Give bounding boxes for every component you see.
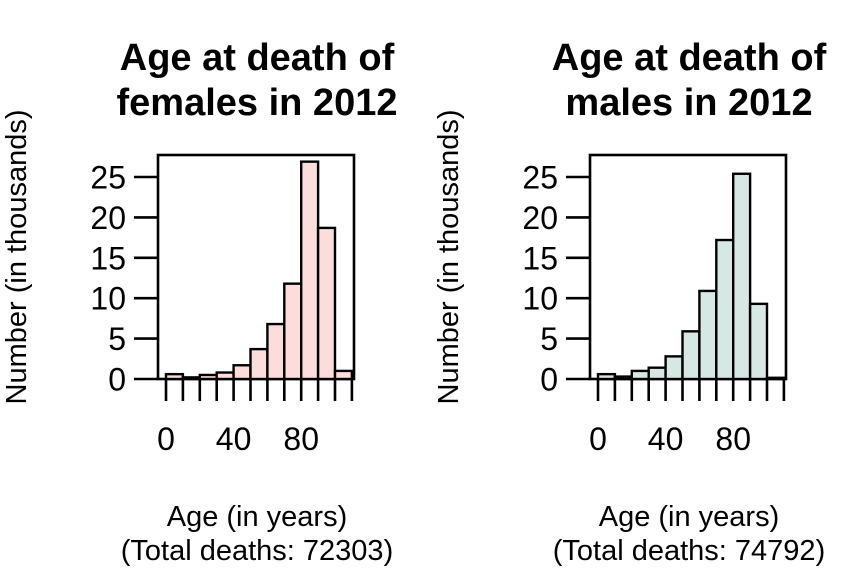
chart-title-line: females in 2012 [117,82,398,124]
x-tick-label: 40 [648,421,684,457]
histogram-bar [249,347,269,381]
y-tick-label: 0 [108,362,126,398]
y-tick-label: 0 [540,362,558,398]
histogram-bar [664,355,684,381]
histogram-bar [715,238,735,381]
histogram-bar [181,376,201,381]
histogram-bar [748,302,769,381]
y-tick-label: 5 [108,321,126,357]
y-tick-label: 10 [522,281,558,317]
y-axis-label: Number (in thousands) [433,110,465,405]
x-axis-label: Age (in years) [599,501,780,533]
histogram-bar [732,172,752,381]
histogram-bar [630,369,650,381]
x-tick-label: 0 [157,421,175,457]
histogram-bar [333,369,354,381]
x-tick-label: 40 [216,421,252,457]
total-deaths-label: (Total deaths: 74792) [553,535,825,567]
y-tick-label: 25 [90,160,126,196]
histogram-bar [198,373,218,381]
histogram-bar [647,366,667,381]
histogram-bar [232,364,252,381]
histogram-bar [266,322,286,381]
chart-title-line: Age at death of [120,37,395,79]
y-tick-label: 15 [90,240,126,276]
total-deaths-label: (Total deaths: 72303) [121,535,393,567]
histogram-bar [215,371,235,381]
histogram-bar [283,282,303,381]
histogram-bar [316,226,337,381]
histogram-bar [681,330,701,381]
histogram-bar [765,376,786,381]
histogram-bar [596,372,617,381]
histogram-bar [300,160,320,381]
x-tick-label: 80 [283,421,319,457]
y-tick-label: 15 [522,240,558,276]
histogram-bar [164,372,185,381]
chart-title-line: males in 2012 [565,82,812,124]
chart-title-line: Age at death of [552,37,827,79]
x-tick-label: 80 [715,421,751,457]
y-axis-label: Number (in thousands) [1,110,33,405]
y-tick-label: 10 [90,281,126,317]
y-tick-label: 5 [540,321,558,357]
histogram-bar [698,289,718,381]
y-tick-label: 25 [522,160,558,196]
x-tick-label: 0 [589,421,607,457]
y-tick-label: 20 [522,200,558,236]
histogram-bar [613,375,634,381]
x-axis-label: Age (in years) [167,501,348,533]
y-tick-label: 20 [90,200,126,236]
